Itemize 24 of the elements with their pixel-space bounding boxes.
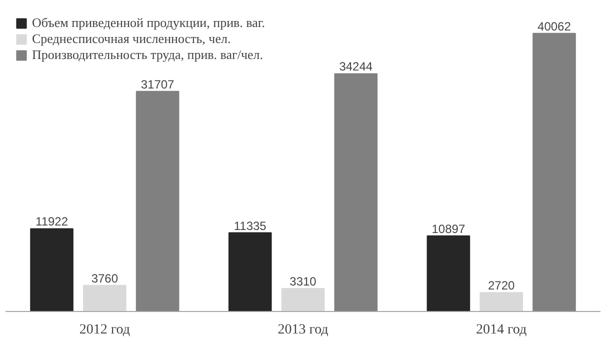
legend-label: Объем приведенной продукции, прив. ваг. <box>32 15 266 31</box>
bar <box>532 32 576 312</box>
legend-label: Среднесписочная численность, чел. <box>32 31 231 47</box>
bar <box>480 292 523 312</box>
x-tick-label: 2012 год <box>79 322 130 338</box>
x-tick-label: 2013 год <box>278 322 328 338</box>
bar <box>30 228 74 312</box>
x-tick-label: 2014 год <box>476 322 527 338</box>
data-label: 11335 <box>234 218 267 233</box>
bar <box>228 232 272 312</box>
data-label: 31707 <box>140 77 175 92</box>
data-label: 40062 <box>538 19 572 34</box>
data-label: 34244 <box>339 60 373 74</box>
bar <box>83 284 126 312</box>
legend-label: Производительность труда, прив. ваг/чел. <box>32 47 264 63</box>
data-label: 11922 <box>36 214 68 229</box>
data-label: 10897 <box>432 222 466 236</box>
data-label: 3760 <box>91 271 118 286</box>
bar <box>426 235 470 312</box>
bar <box>281 288 325 312</box>
bar <box>136 90 180 312</box>
bar <box>334 73 378 312</box>
data-label: 3310 <box>290 274 317 289</box>
data-label: 2720 <box>488 278 516 293</box>
